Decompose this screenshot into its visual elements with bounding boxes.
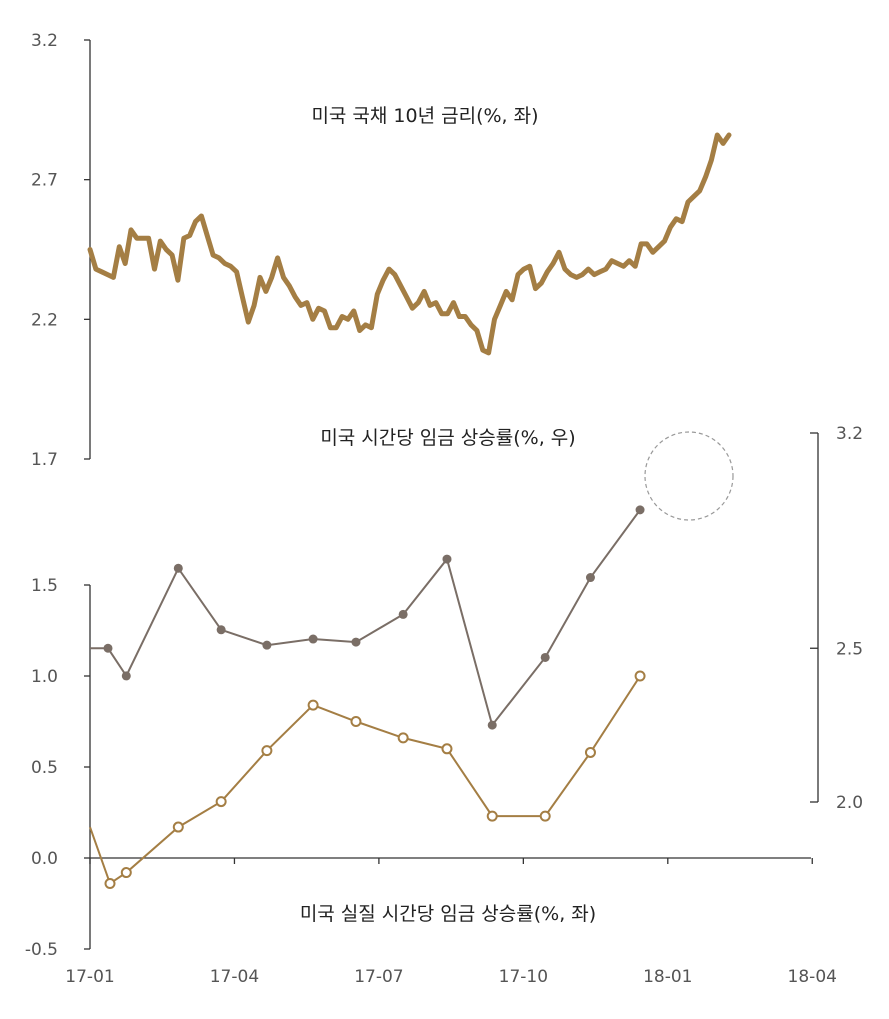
wage-growth-point — [173, 563, 183, 573]
right-y-tick-label: 2.5 — [836, 639, 863, 659]
wage-growth-point — [635, 505, 645, 515]
bottom-y-tick-label: 0.5 — [31, 758, 58, 778]
real-wage-growth-point — [441, 743, 453, 755]
wage-growth-point — [487, 720, 497, 730]
wage-growth-point — [216, 625, 226, 635]
top-y-tick-label: 2.2 — [31, 310, 58, 330]
highlight-circle — [644, 431, 734, 521]
x-tick-label: 18-04 — [788, 967, 837, 987]
real-wage-growth-point — [215, 796, 227, 808]
x-ticks: 17-01 17-04 17-07 17-10 18-01 18-04 — [65, 858, 837, 987]
bottom-y-tick-label: 0.0 — [31, 849, 58, 869]
top-y-ticks: 3.2 2.7 2.2 1.7 — [31, 31, 90, 470]
x-tick-label: 17-04 — [210, 967, 259, 987]
real-wage-growth-point — [104, 877, 116, 889]
right-y-tick-label: 2.0 — [836, 793, 863, 813]
wage-growth-line — [90, 509, 641, 728]
right-y-ticks: 3.2 2.5 2.0 — [810, 424, 863, 813]
real-wage-growth-point — [634, 670, 646, 682]
x-tick-label: 17-01 — [65, 967, 114, 987]
top-y-tick-label: 3.2 — [31, 31, 58, 51]
real-wage-growth-point — [307, 699, 319, 711]
real-wage-growth-point — [120, 867, 132, 879]
x-tick-label: 17-07 — [354, 967, 403, 987]
wage-growth-point — [442, 554, 452, 564]
wage-growth-point — [121, 671, 131, 681]
real-wage-growth-point — [539, 810, 551, 822]
wage-growth-point — [351, 637, 361, 647]
wage-growth-point — [398, 609, 408, 619]
wage-growth-series — [90, 505, 645, 730]
top-y-tick-label: 1.7 — [31, 450, 58, 470]
wage-growth-point — [308, 634, 318, 644]
wage-growth-point — [585, 573, 595, 583]
real-wage-growth-point — [172, 821, 184, 833]
real-wage-growth-point — [350, 716, 362, 727]
real-wage-growth-point — [397, 732, 409, 744]
x-tick-label: 18-01 — [643, 967, 692, 987]
right-y-tick-label: 3.2 — [836, 424, 863, 444]
top-chart-title: 미국 국채 10년 금리(%, 좌) — [311, 105, 538, 127]
wage-growth-point — [262, 640, 272, 650]
middle-chart-title: 미국 시간당 임금 상승률(%, 우) — [320, 427, 575, 449]
bottom-chart-title: 미국 실질 시간당 임금 상승률(%, 좌) — [300, 903, 596, 925]
wage-growth-point — [540, 652, 550, 662]
wage-growth-point — [103, 643, 113, 653]
real-wage-growth-point — [584, 746, 596, 758]
top-series-line — [87, 132, 732, 356]
bottom-y-tick-label: 1.0 — [31, 667, 58, 687]
bottom-y-tick-label: 1.5 — [31, 576, 58, 596]
real-wage-growth-series — [89, 670, 646, 889]
bottom-y-tick-label: -0.5 — [25, 940, 58, 960]
bottom-left-y-ticks: 1.5 1.0 0.5 0.0 -0.5 — [25, 576, 90, 960]
top-y-tick-label: 2.7 — [31, 171, 58, 191]
real-wage-growth-point — [486, 810, 498, 822]
real-wage-growth-line — [89, 675, 641, 886]
x-tick-label: 17-10 — [499, 967, 548, 987]
real-wage-growth-point — [261, 745, 273, 757]
